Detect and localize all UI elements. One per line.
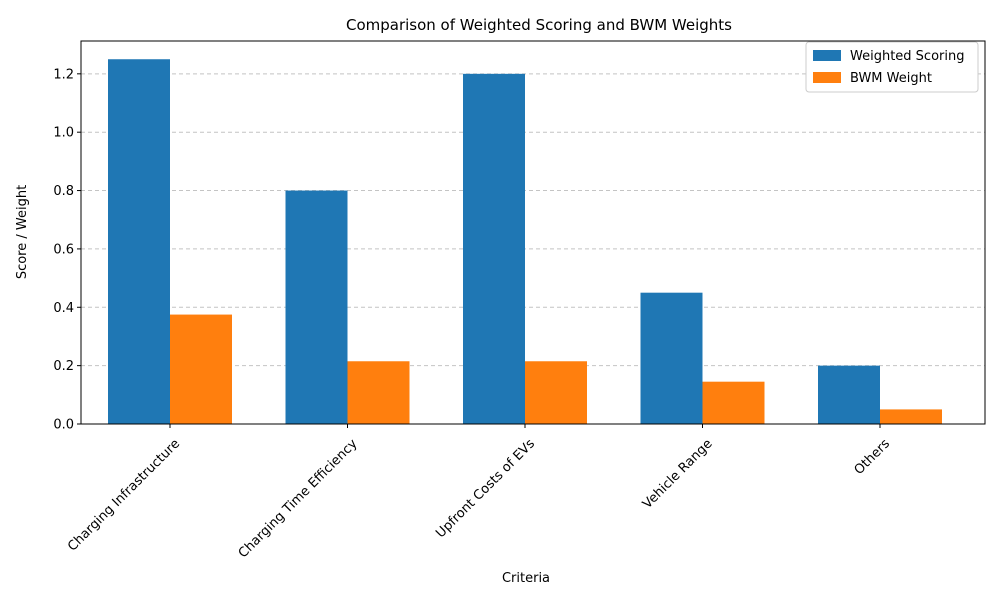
y-tick-label: 0.6 bbox=[53, 242, 74, 257]
bar-bwm-weight-vehicle-range bbox=[702, 381, 765, 424]
bar-bwm-weight-charging-infrastructure bbox=[170, 314, 232, 424]
bars-group bbox=[108, 59, 942, 424]
legend-swatch-weighted-scoring bbox=[813, 50, 841, 61]
y-tick-label: 1.2 bbox=[53, 67, 74, 82]
y-tick-label: 1.0 bbox=[53, 126, 74, 141]
legend-swatch-bwm-weight bbox=[813, 72, 841, 83]
y-tick-label: 0.0 bbox=[53, 418, 74, 433]
y-axis: 0.0 0.2 0.4 0.6 0.8 1.0 1.2 bbox=[53, 67, 81, 433]
y-tick-label: 0.4 bbox=[53, 301, 74, 316]
bar-weighted-scoring-charging-time-efficiency bbox=[285, 190, 348, 424]
y-axis-label: Score / Weight bbox=[15, 185, 30, 279]
bar-bwm-weight-others bbox=[880, 409, 942, 424]
legend: Weighted Scoring BWM Weight bbox=[805, 41, 979, 93]
y-tick-label: 0.8 bbox=[53, 184, 74, 199]
legend-box bbox=[805, 41, 979, 93]
chart-title: Comparison of Weighted Scoring and BWM W… bbox=[346, 16, 732, 34]
bar-weighted-scoring-upfront-costs-of-evs bbox=[463, 73, 525, 424]
bar-weighted-scoring-charging-infrastructure bbox=[108, 59, 170, 424]
bar-bwm-weight-charging-time-efficiency bbox=[347, 361, 410, 424]
legend-label-weighted-scoring: Weighted Scoring bbox=[850, 49, 964, 64]
y-tick-label: 0.2 bbox=[53, 359, 74, 374]
bar-weighted-scoring-others bbox=[818, 365, 880, 424]
plot-frame bbox=[80, 40, 986, 425]
legend-label-bwm-weight: BWM Weight bbox=[850, 71, 932, 86]
bar-bwm-weight-upfront-costs-of-evs bbox=[525, 361, 587, 424]
x-axis-label: Criteria bbox=[502, 571, 550, 586]
bar-weighted-scoring-vehicle-range bbox=[640, 292, 703, 424]
